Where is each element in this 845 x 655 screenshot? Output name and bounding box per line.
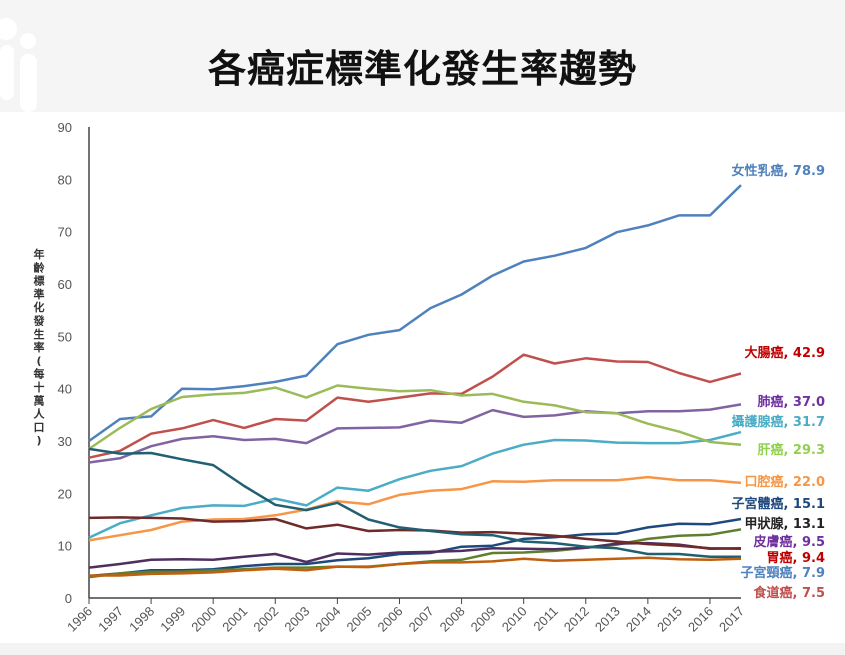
series-line-1: [88, 353, 742, 459]
y-axis-title: 年齡標準化發生率(每十萬人口): [33, 247, 46, 447]
series-end-label: 子宮頸癌, 7.9: [741, 565, 826, 581]
series-line-2: [88, 403, 742, 464]
series-line-3: [88, 430, 742, 539]
y-tick-label: 0: [65, 591, 72, 606]
footer-band: [0, 643, 845, 655]
y-tick-label: 80: [58, 172, 72, 187]
x-tick-label: 2002: [250, 604, 281, 635]
logo-icon: [0, 18, 37, 112]
series-end-label: 大腸癌, 42.9: [744, 345, 825, 361]
x-tick-label: 1997: [95, 604, 126, 635]
series-line-10: [88, 447, 741, 558]
x-tick-label: 2005: [343, 604, 374, 635]
x-tick-label: 2011: [530, 604, 560, 634]
x-tick-label: 2004: [312, 604, 343, 635]
y-tick-label: 10: [58, 539, 72, 554]
x-tick-label: 2016: [685, 604, 716, 635]
series-end-label: 胃癌, 9.4: [767, 550, 826, 566]
series-end-label: 皮膚癌, 9.5: [753, 534, 826, 550]
end-labels: 女性乳癌, 78.9 大腸癌, 42.9 肺癌, 37.0 攝護腺癌, 31.7 肝癌,…: [731, 163, 825, 601]
x-tick-label: 2013: [592, 604, 623, 635]
series-end-label: 肺癌, 37.0: [757, 394, 825, 410]
x-tick-label: 1999: [157, 604, 188, 635]
x-tick-label: 2006: [375, 604, 406, 635]
x-tick-label: 2003: [281, 604, 312, 635]
y-tick-label: 70: [58, 225, 72, 240]
header-band: 各癌症標準化發生率趨勢: [0, 0, 845, 112]
series-end-label: 女性乳癌, 78.9: [731, 163, 825, 179]
page-title: 各癌症標準化發生率趨勢: [207, 46, 637, 91]
x-tick-label: 2001: [219, 604, 250, 635]
x-tick-label: 1998: [126, 604, 157, 635]
series-end-label: 肝癌, 29.3: [757, 442, 825, 458]
x-tick-label: 2007: [406, 604, 437, 635]
x-axis: 1996 1997 1998 1999 2000 2001 2002 2003 2004 2005…: [64, 597, 747, 635]
series-end-label: 食道癌, 7.5: [754, 585, 826, 601]
series-end-label: 攝護腺癌, 31.7: [731, 414, 825, 430]
x-tick-label: 2017: [716, 604, 747, 635]
series-lines: [88, 184, 742, 579]
x-tick-label: 2012: [561, 604, 592, 635]
x-tick-label: 1996: [64, 604, 95, 635]
y-tick-label: 40: [58, 382, 72, 397]
y-tick-label: 30: [58, 434, 72, 449]
y-tick-label: 20: [58, 486, 72, 501]
series-end-label: 甲狀腺, 13.1: [744, 516, 825, 532]
x-tick-label: 2014: [623, 604, 654, 635]
x-tick-label: 2009: [468, 604, 499, 635]
x-tick-label: 2008: [437, 604, 468, 635]
series-end-label: 子宮體癌, 15.1: [731, 496, 825, 512]
series-end-label: 口腔癌, 22.0: [744, 474, 825, 490]
series-line-0: [88, 184, 742, 443]
x-tick-label: 2000: [188, 604, 219, 635]
line-chart: 0 10 20 30 40 50 60 70 80 90 1996 1997 1998 1999 2000…: [33, 120, 826, 635]
series-line-6: [88, 517, 742, 578]
y-tick-label: 90: [58, 120, 72, 135]
series-line-11: [89, 556, 742, 577]
x-tick-label: 2015: [654, 604, 685, 635]
x-tick-label: 2010: [499, 604, 530, 635]
y-axis: 0 10 20 30 40 50 60 70 80 90: [58, 120, 90, 606]
y-tick-label: 50: [58, 329, 72, 344]
y-tick-label: 60: [58, 277, 72, 292]
series-line-4: [88, 384, 742, 450]
